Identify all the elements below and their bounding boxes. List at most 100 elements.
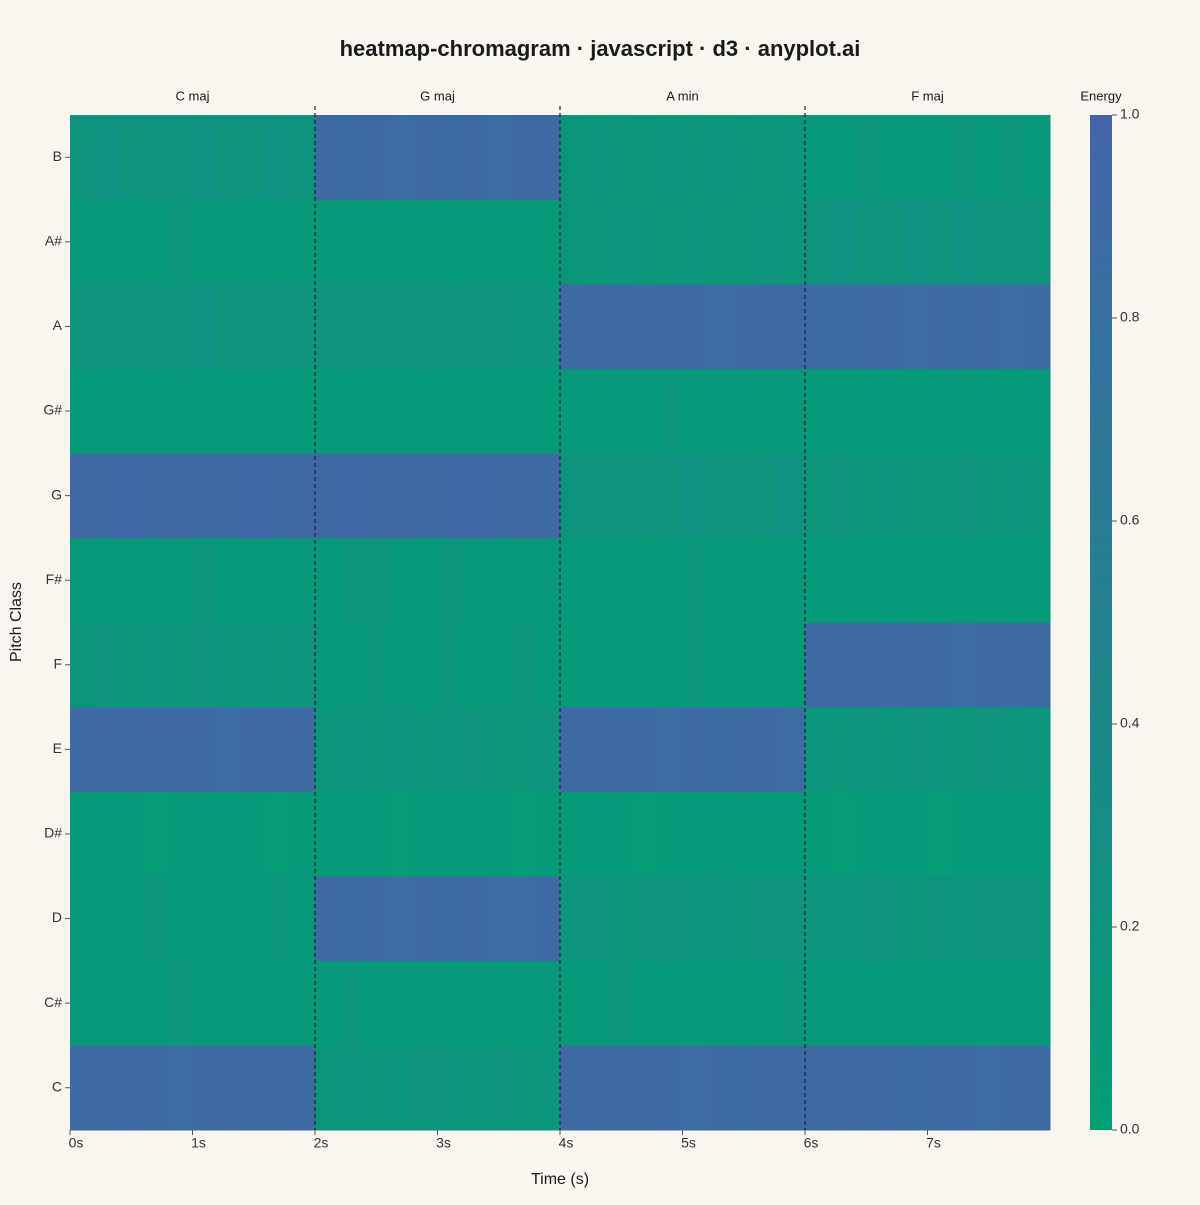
heatmap-cell [290, 115, 316, 201]
heatmap-cell [70, 707, 95, 793]
heatmap-cell [217, 368, 242, 454]
heatmap-cell [388, 453, 414, 539]
heatmap-cell [731, 453, 757, 539]
heatmap-cell [780, 791, 806, 877]
heatmap-cell [682, 960, 708, 1046]
heatmap-cell [413, 960, 438, 1046]
heatmap-cell [70, 1045, 95, 1131]
heatmap-cell [364, 622, 389, 708]
x-tick-label: 1s [191, 1135, 206, 1151]
heatmap-cell [560, 453, 585, 539]
heatmap-cell [829, 960, 855, 1046]
heatmap-cell [609, 960, 634, 1046]
heatmap-cell [976, 199, 1002, 285]
heatmap-cell [266, 707, 291, 793]
heatmap-cell [315, 622, 340, 708]
heatmap-cell [511, 199, 536, 285]
heatmap-cell [364, 791, 389, 877]
heatmap-cell [584, 622, 610, 708]
heatmap-cell [682, 1045, 708, 1131]
heatmap-cell [535, 960, 561, 1046]
heatmap-cell [94, 115, 120, 201]
heatmap-cell [437, 622, 463, 708]
heatmap-cell [290, 537, 316, 623]
heatmap-cell [266, 284, 291, 370]
heatmap-cell [119, 453, 144, 539]
heatmap-cell [413, 537, 438, 623]
heatmap-cell [339, 199, 365, 285]
heatmap-cell [903, 622, 928, 708]
heatmap-cell [266, 199, 291, 285]
heatmap-cell [805, 368, 830, 454]
heatmap-cell [780, 115, 806, 201]
heatmap-cell [462, 284, 487, 370]
heatmap-cell [70, 622, 95, 708]
heatmap-cell [1001, 707, 1026, 793]
heatmap-cell [168, 199, 193, 285]
heatmap-cell [927, 707, 953, 793]
heatmap-cell [70, 537, 95, 623]
heatmap-cell [927, 622, 953, 708]
x-tick-label: 5s [681, 1135, 696, 1151]
heatmap-cell [168, 622, 193, 708]
heatmap-cell [805, 791, 830, 877]
heatmap-cell [976, 707, 1002, 793]
heatmap-cell [290, 622, 316, 708]
heatmap-cell [633, 199, 659, 285]
heatmap-cell [854, 960, 879, 1046]
heatmap-cell [1001, 1045, 1026, 1131]
heatmap-cell [903, 537, 928, 623]
heatmap-cell [1025, 368, 1051, 454]
heatmap-cell [94, 707, 120, 793]
heatmap-cell [1001, 453, 1026, 539]
heatmap-cell [388, 368, 414, 454]
heatmap-cell [70, 876, 95, 962]
heatmap-cell [486, 453, 512, 539]
heatmap-cell [339, 453, 365, 539]
heatmap-cell [413, 707, 438, 793]
heatmap-cell [952, 876, 977, 962]
heatmap-cell [927, 284, 953, 370]
heatmap-cell [560, 115, 585, 201]
heatmap-cell [584, 1045, 610, 1131]
heatmap-cell [609, 284, 634, 370]
heatmap-cell [217, 707, 242, 793]
heatmap-cell [780, 537, 806, 623]
heatmap-cell [241, 537, 267, 623]
heatmap-cell [731, 707, 757, 793]
x-tick-label: 4s [559, 1135, 574, 1151]
heatmap-cell [780, 284, 806, 370]
y-tick-label: G [51, 486, 62, 502]
heatmap-cell [658, 960, 683, 1046]
heatmap-cell [119, 284, 144, 370]
heatmap-cell [94, 537, 120, 623]
heatmap-cell [364, 960, 389, 1046]
heatmap-cell [731, 1045, 757, 1131]
heatmap-cell [707, 622, 732, 708]
heatmap-cell [682, 791, 708, 877]
heatmap-cell [437, 199, 463, 285]
heatmap-cell [217, 622, 242, 708]
heatmap-cell [731, 791, 757, 877]
heatmap-cell [731, 876, 757, 962]
heatmap-cell [486, 960, 512, 1046]
heatmap-cell [168, 537, 193, 623]
heatmap-cell [462, 199, 487, 285]
heatmap-cell [560, 284, 585, 370]
heatmap-cell [658, 537, 683, 623]
heatmap-cell [1025, 199, 1051, 285]
heatmap-cell [878, 876, 904, 962]
heatmap-cell [339, 1045, 365, 1131]
x-tick-label: 6s [804, 1135, 819, 1151]
heatmap-cell [119, 368, 144, 454]
heatmap-cell [437, 960, 463, 1046]
heatmap-cell [413, 876, 438, 962]
heatmap-cell [339, 876, 365, 962]
segment-label: A min [666, 88, 699, 103]
heatmap-cell [756, 876, 781, 962]
y-axis-title: Pitch Class [8, 582, 25, 662]
heatmap-cell [511, 1045, 536, 1131]
heatmap-cell [854, 791, 879, 877]
heatmap-cell [1001, 284, 1026, 370]
